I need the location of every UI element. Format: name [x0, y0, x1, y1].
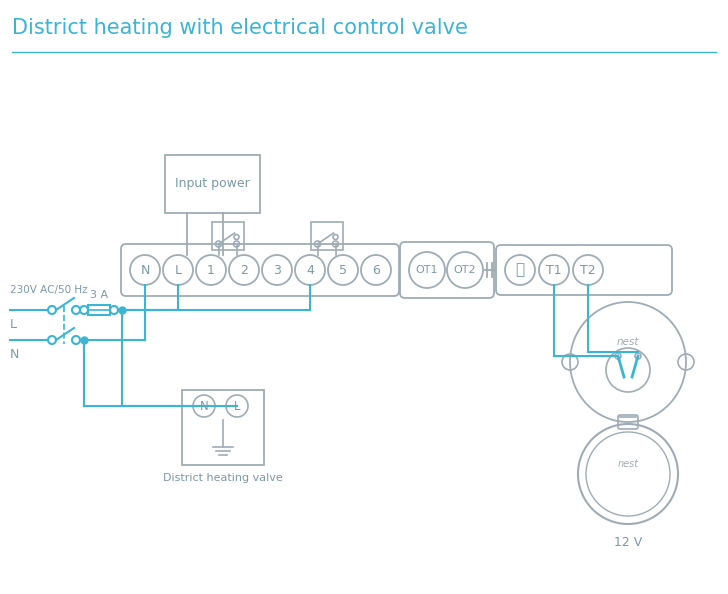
Text: 3 A: 3 A [90, 290, 108, 300]
Text: L: L [175, 264, 181, 276]
Text: ⏚: ⏚ [515, 263, 525, 277]
Text: 5: 5 [339, 264, 347, 276]
Text: L: L [234, 400, 240, 412]
Text: 6: 6 [372, 264, 380, 276]
Text: OT2: OT2 [454, 265, 476, 275]
Text: N: N [141, 264, 150, 276]
Text: nest: nest [617, 459, 638, 469]
Text: N: N [199, 400, 208, 412]
Text: T2: T2 [580, 264, 596, 276]
Text: 230V AC/50 Hz: 230V AC/50 Hz [10, 285, 87, 295]
Text: 1: 1 [207, 264, 215, 276]
Text: nest: nest [617, 337, 639, 347]
Text: District heating valve: District heating valve [163, 473, 283, 483]
Text: District heating with electrical control valve: District heating with electrical control… [12, 18, 468, 38]
Text: OT1: OT1 [416, 265, 438, 275]
Text: T1: T1 [546, 264, 562, 276]
Text: N: N [10, 347, 20, 361]
Text: 2: 2 [240, 264, 248, 276]
Text: Input power: Input power [175, 178, 250, 191]
Text: 12 V: 12 V [614, 536, 642, 549]
Text: 3: 3 [273, 264, 281, 276]
Text: 4: 4 [306, 264, 314, 276]
Text: L: L [10, 318, 17, 330]
